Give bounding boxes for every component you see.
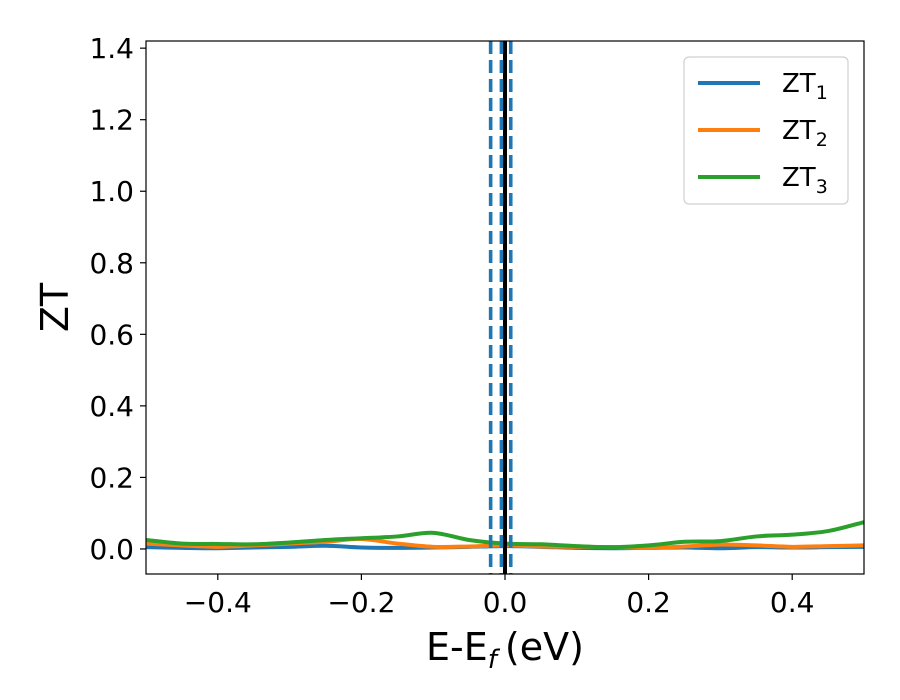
x-tick-label: −0.4 bbox=[184, 586, 252, 619]
y-tick-label: 1.2 bbox=[89, 104, 134, 137]
legend-label-subscript: 3 bbox=[816, 176, 828, 198]
legend-label-3: ZT3 bbox=[782, 163, 828, 198]
y-tick-label: 0.4 bbox=[89, 390, 134, 423]
y-axis-label: ZT bbox=[33, 282, 77, 332]
x-tick-label: 0.4 bbox=[770, 586, 815, 619]
y-tick-label: 1.4 bbox=[89, 32, 134, 65]
legend-label-subscript: 2 bbox=[816, 129, 828, 151]
legend-label-subscript: 1 bbox=[816, 82, 828, 104]
x-axis-label: E-Ef (eV) bbox=[426, 625, 584, 675]
x-tick-label: 0.2 bbox=[626, 586, 671, 619]
legend-label-2: ZT2 bbox=[782, 116, 828, 151]
x-axis-label-main: E-E bbox=[426, 625, 488, 669]
y-tick-label: 0.6 bbox=[89, 318, 134, 351]
x-tick-label: −0.2 bbox=[327, 586, 395, 619]
legend-label-main: ZT bbox=[782, 116, 816, 146]
y-tick-label: 1.0 bbox=[89, 175, 134, 208]
legend-label-main: ZT bbox=[782, 69, 816, 99]
legend-label-main: ZT bbox=[782, 163, 816, 193]
x-axis-label-unit: (eV) bbox=[505, 625, 584, 669]
x-tick-label: 0.0 bbox=[483, 586, 528, 619]
axis-ticks: −0.4 −0.2 0.0 0.2 0.4 0.0 0.2 0.4 0.6 0.8 1.0 1.2 1.… bbox=[89, 32, 814, 619]
legend-label-1: ZT1 bbox=[782, 69, 828, 104]
y-tick-label: 0.0 bbox=[89, 533, 134, 566]
y-tick-label: 0.2 bbox=[89, 461, 134, 494]
y-tick-label: 0.8 bbox=[89, 247, 134, 280]
x-axis-label-subscript: f bbox=[488, 645, 501, 675]
legend-box bbox=[683, 56, 849, 205]
plot-area bbox=[146, 41, 864, 574]
plot-marks bbox=[146, 41, 864, 574]
